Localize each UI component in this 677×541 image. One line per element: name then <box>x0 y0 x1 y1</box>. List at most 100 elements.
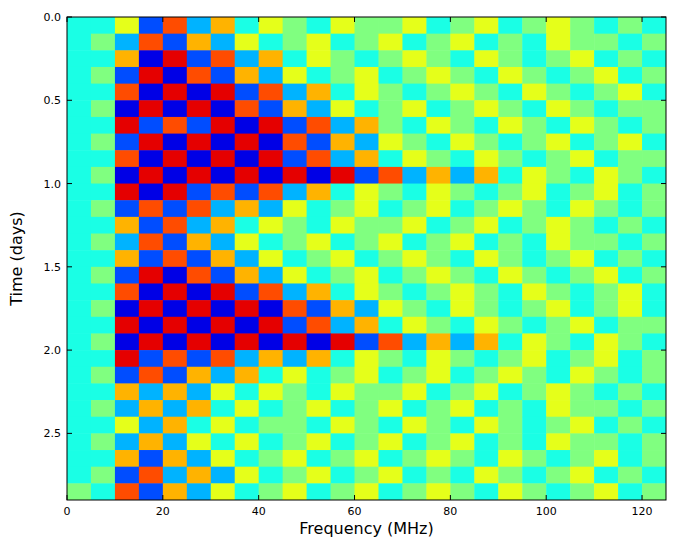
heatmap-cell <box>187 167 211 184</box>
heatmap-cell <box>283 200 307 217</box>
heatmap-cell <box>546 34 570 51</box>
heatmap-cell <box>522 250 546 267</box>
heatmap-cell <box>211 333 235 350</box>
heatmap-cell <box>331 117 355 134</box>
heatmap-cell <box>355 483 379 500</box>
heatmap-cell <box>498 483 522 500</box>
heatmap-cell <box>139 117 163 134</box>
x-tick <box>354 495 355 500</box>
heatmap-cell <box>355 283 379 300</box>
heatmap-cell <box>139 283 163 300</box>
heatmap-cell <box>498 150 522 167</box>
heatmap-cell <box>163 483 187 500</box>
heatmap-cell <box>355 383 379 400</box>
heatmap-cell <box>402 450 426 467</box>
heatmap-cell <box>546 467 570 484</box>
heatmap-cell <box>235 483 259 500</box>
heatmap-cell <box>522 300 546 317</box>
heatmap-cell <box>570 283 594 300</box>
heatmap-cell <box>307 300 331 317</box>
heatmap-cell <box>235 150 259 167</box>
heatmap-cell <box>498 283 522 300</box>
heatmap-cell <box>402 417 426 434</box>
heatmap-cell <box>618 234 642 251</box>
heatmap-cell <box>163 100 187 117</box>
heatmap-cell <box>283 117 307 134</box>
heatmap-cell <box>450 250 474 267</box>
heatmap-cell <box>187 200 211 217</box>
heatmap-cell <box>594 150 618 167</box>
heatmap-cell <box>283 67 307 84</box>
heatmap-cell <box>115 67 139 84</box>
heatmap-cell <box>355 467 379 484</box>
heatmap-cell <box>91 350 115 367</box>
heatmap-cell <box>618 267 642 284</box>
heatmap-cell <box>187 333 211 350</box>
heatmap-cell <box>139 250 163 267</box>
heatmap-cell <box>139 184 163 201</box>
heatmap-cell <box>355 350 379 367</box>
heatmap-cell <box>378 50 402 67</box>
heatmap-cell <box>402 350 426 367</box>
heatmap-cell <box>331 433 355 450</box>
heatmap-cell <box>331 67 355 84</box>
heatmap-cell <box>307 150 331 167</box>
heatmap-cell <box>618 400 642 417</box>
heatmap-cell <box>355 150 379 167</box>
heatmap-cell <box>355 234 379 251</box>
heatmap-cell <box>594 184 618 201</box>
heatmap-cell <box>187 100 211 117</box>
heatmap-cell <box>283 350 307 367</box>
heatmap-cell <box>67 283 91 300</box>
heatmap-cell <box>546 217 570 234</box>
heatmap-cell <box>402 34 426 51</box>
heatmap-cell <box>450 267 474 284</box>
heatmap-cell <box>522 100 546 117</box>
heatmap-cell <box>211 117 235 134</box>
heatmap-cell <box>115 167 139 184</box>
heatmap-cell <box>187 184 211 201</box>
heatmap-cell <box>115 383 139 400</box>
heatmap-cell <box>642 34 666 51</box>
heatmap-cell <box>546 67 570 84</box>
x-tick <box>354 17 355 22</box>
heatmap-cell <box>426 350 450 367</box>
heatmap-cell <box>235 267 259 284</box>
heatmap-cell <box>618 483 642 500</box>
heatmap-cell <box>378 134 402 151</box>
heatmap-cell <box>91 17 115 34</box>
x-tick <box>546 495 547 500</box>
heatmap-cell <box>402 433 426 450</box>
heatmap-cell <box>139 467 163 484</box>
heatmap-cell <box>331 100 355 117</box>
heatmap-cell <box>426 67 450 84</box>
heatmap-cell <box>594 167 618 184</box>
heatmap-cell <box>91 167 115 184</box>
heatmap-cell <box>642 17 666 34</box>
heatmap-cell <box>67 300 91 317</box>
heatmap-cell <box>307 467 331 484</box>
heatmap-cell <box>211 350 235 367</box>
heatmap-cell <box>498 217 522 234</box>
heatmap-cell <box>642 417 666 434</box>
heatmap-cell <box>402 17 426 34</box>
heatmap-cell <box>67 134 91 151</box>
heatmap-cell <box>402 367 426 384</box>
heatmap-cell <box>642 50 666 67</box>
heatmap-cell <box>546 200 570 217</box>
heatmap-cell <box>498 34 522 51</box>
heatmap-cell <box>235 450 259 467</box>
heatmap-cell <box>642 283 666 300</box>
heatmap-cell <box>283 267 307 284</box>
heatmap-cell <box>426 234 450 251</box>
heatmap-cell <box>378 234 402 251</box>
heatmap-cell <box>163 184 187 201</box>
heatmap-cell <box>67 184 91 201</box>
heatmap-cell <box>594 217 618 234</box>
heatmap-cell <box>402 333 426 350</box>
heatmap-cell <box>498 300 522 317</box>
heatmap-cell <box>283 400 307 417</box>
heatmap-cell <box>594 417 618 434</box>
heatmap-cell <box>570 317 594 334</box>
heatmap-cell <box>355 34 379 51</box>
